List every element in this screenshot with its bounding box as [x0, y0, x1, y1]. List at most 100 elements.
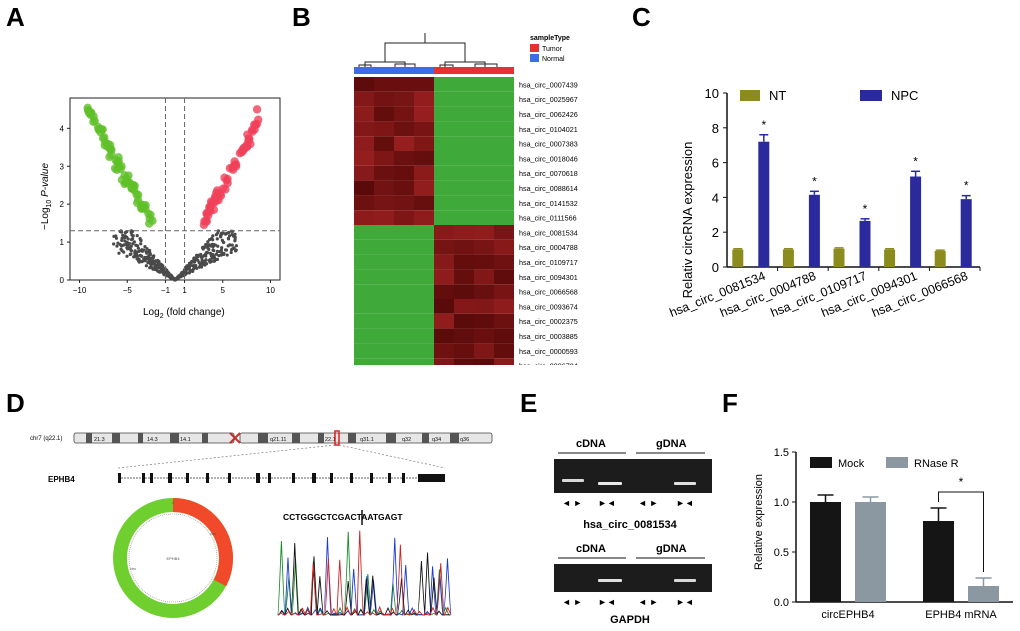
- heatmap-cell: [354, 195, 374, 211]
- heatmap-cell: [434, 180, 454, 196]
- volcano-point-ns: [214, 252, 219, 256]
- volcano-point-ns: [174, 277, 178, 281]
- heatmap-cell: [494, 284, 514, 299]
- f-legend-rnase-swatch: [886, 457, 908, 468]
- gel-band: [598, 579, 622, 582]
- volcano-point-ns: [149, 266, 154, 270]
- volcano-point-ns: [219, 235, 223, 239]
- volcano-point-ns: [148, 252, 153, 256]
- heatmap-cell: [394, 136, 414, 151]
- heatmap-cell: [454, 225, 474, 240]
- heatmap-cell: [394, 284, 414, 299]
- heatmap-cell: [494, 299, 514, 314]
- heatmap-cell: [394, 343, 414, 359]
- heatmap-row-label: hsa_circ_0018046: [519, 154, 578, 163]
- volcano-point-ns: [146, 250, 151, 254]
- c-legend-npc-swatch: [860, 90, 882, 101]
- heatmap-cell: [394, 77, 414, 92]
- heatmap-cell: [454, 106, 474, 122]
- heatmap-cell: [474, 299, 494, 314]
- c-ytick-label: 10: [705, 86, 719, 101]
- volcano-point-ns: [219, 232, 224, 236]
- volcano-point-ns: [193, 265, 198, 269]
- volcano-point-ns: [233, 235, 237, 239]
- heatmap-cell: [474, 284, 494, 299]
- volcano-point-ns: [180, 273, 184, 277]
- heatmap-cell: [374, 151, 394, 166]
- gel-top-gdna-label: gDNA: [656, 438, 687, 450]
- heatmap-cell: [414, 77, 434, 92]
- heatmap-cell: [414, 313, 434, 329]
- gel-band: [562, 479, 584, 482]
- heatmap-cell: [474, 343, 494, 359]
- f-ytick-label: 1.0: [774, 497, 789, 509]
- heatmap-cell: [434, 358, 454, 365]
- volcano-point-ns: [138, 259, 143, 263]
- heatmap-cell: [374, 225, 394, 240]
- heatmap-cell: [474, 77, 494, 92]
- volcano-point-ns: [117, 251, 121, 255]
- heatmap-cell: [354, 313, 374, 329]
- heatmap-cell: [434, 254, 454, 270]
- volcano-point-ns: [223, 248, 228, 252]
- heatmap-cell: [454, 254, 474, 270]
- volcano-point-ns: [129, 244, 133, 248]
- volcano-point-ns: [139, 238, 143, 243]
- c-bar-nt: [732, 249, 744, 267]
- heatmap-cell: [354, 328, 374, 344]
- heatmap-cell: [374, 136, 394, 151]
- heatmap-cell: [354, 210, 374, 225]
- volcano-point-up: [246, 139, 255, 149]
- heatmap-cell: [474, 254, 494, 270]
- heatmap-cell: [414, 328, 434, 344]
- volcano-point-up: [252, 119, 262, 129]
- c-ytick-label: 0: [712, 260, 719, 275]
- heatmap-cell: [494, 358, 514, 365]
- volcano-point-ns: [169, 274, 174, 278]
- heatmap-cell: [374, 121, 394, 137]
- volcano-point-ns: [131, 234, 135, 238]
- heatmap-cell: [494, 254, 514, 270]
- heatmap-cell: [374, 106, 394, 122]
- heatmap-cell: [354, 299, 374, 314]
- normal-sample-bar: [354, 67, 434, 74]
- volcano-point-ns: [234, 244, 239, 248]
- panel-letter-e: E: [520, 388, 538, 418]
- volcano-point-ns: [115, 244, 119, 248]
- heatmap-cell: [474, 151, 494, 166]
- band-label: q31.1: [360, 437, 374, 443]
- volcano-point-ns: [131, 242, 135, 246]
- chromatogram-trace: [277, 531, 450, 616]
- heatmap-row-label: hsa_circ_0141532: [519, 199, 578, 208]
- heatmap-cell: [414, 358, 434, 365]
- heatmap-cell: [414, 225, 434, 240]
- volcano-point-ns: [165, 271, 170, 275]
- volcano-point-up: [206, 206, 215, 216]
- volcano-xtick-label: 5: [221, 286, 226, 295]
- heatmap-cell: [394, 328, 414, 344]
- heatmap-cell: [374, 77, 394, 92]
- volcano-point-ns: [126, 237, 130, 241]
- heatmap-cell: [354, 165, 374, 181]
- heatmap-cell: [494, 225, 514, 240]
- primer-divergent: ◄ ►: [562, 597, 582, 607]
- heatmap-cell: [394, 165, 414, 181]
- heatmap-row-label: hsa_circ_0062426: [519, 110, 578, 119]
- volcano-point-ns: [135, 234, 139, 238]
- c-bar-npc: [859, 220, 871, 267]
- heatmap-cell: [414, 180, 434, 196]
- volcano-point-ns: [122, 250, 126, 254]
- volcano-point-ns: [228, 243, 232, 247]
- heatmap-cell: [474, 328, 494, 344]
- heatmap-cell: [414, 239, 434, 255]
- heatmap-cell: [354, 121, 374, 137]
- heatmap-cell: [474, 91, 494, 107]
- band-label: q36: [460, 437, 469, 443]
- volcano-point-ns: [159, 268, 163, 272]
- c-legend-nt-swatch: [740, 90, 760, 101]
- legend-tumor-label: Tumor: [542, 46, 563, 53]
- c-bar-npc: [758, 141, 770, 267]
- primer-divergent: ◄ ►: [638, 597, 658, 607]
- heatmap: hsa_circ_0007439 hsa_circ_0025967 hsa_circ…: [354, 33, 578, 365]
- heatmap-row-label: hsa_circ_0007439: [519, 80, 578, 89]
